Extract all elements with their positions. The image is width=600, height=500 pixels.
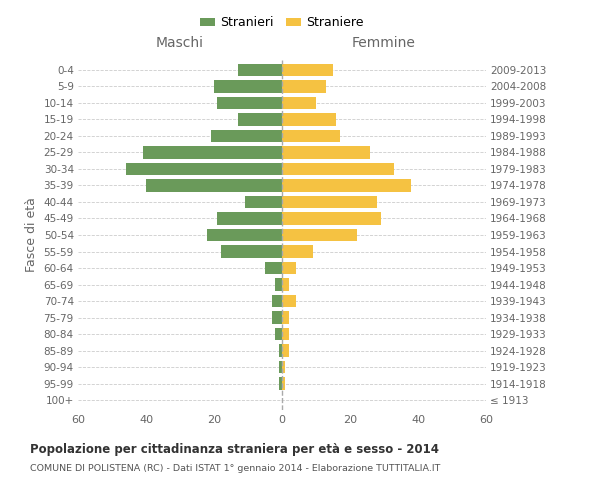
- Bar: [282, 130, 340, 142]
- Bar: [125, 163, 282, 175]
- Bar: [272, 312, 282, 324]
- Bar: [217, 96, 282, 109]
- Bar: [282, 312, 289, 324]
- Bar: [282, 80, 326, 92]
- Bar: [282, 262, 296, 274]
- Bar: [282, 295, 296, 307]
- Bar: [146, 180, 282, 192]
- Bar: [282, 163, 394, 175]
- Bar: [275, 328, 282, 340]
- Bar: [282, 361, 286, 374]
- Bar: [282, 229, 357, 241]
- Bar: [245, 196, 282, 208]
- Bar: [282, 278, 289, 290]
- Text: Popolazione per cittadinanza straniera per età e sesso - 2014: Popolazione per cittadinanza straniera p…: [30, 442, 439, 456]
- Legend: Stranieri, Straniere: Stranieri, Straniere: [195, 11, 369, 34]
- Y-axis label: Fasce di età: Fasce di età: [25, 198, 38, 272]
- Bar: [278, 361, 282, 374]
- Bar: [282, 196, 377, 208]
- Bar: [282, 378, 286, 390]
- Bar: [282, 246, 313, 258]
- Bar: [282, 212, 380, 224]
- Bar: [221, 246, 282, 258]
- Bar: [282, 344, 289, 357]
- Bar: [207, 229, 282, 241]
- Bar: [282, 146, 370, 158]
- Bar: [214, 80, 282, 92]
- Bar: [282, 180, 411, 192]
- Bar: [282, 113, 337, 126]
- Bar: [217, 212, 282, 224]
- Bar: [275, 278, 282, 290]
- Text: Maschi: Maschi: [156, 36, 204, 50]
- Bar: [278, 344, 282, 357]
- Bar: [278, 378, 282, 390]
- Bar: [238, 64, 282, 76]
- Bar: [282, 96, 316, 109]
- Bar: [238, 113, 282, 126]
- Bar: [272, 295, 282, 307]
- Text: Femmine: Femmine: [352, 36, 416, 50]
- Text: COMUNE DI POLISTENA (RC) - Dati ISTAT 1° gennaio 2014 - Elaborazione TUTTITALIA.: COMUNE DI POLISTENA (RC) - Dati ISTAT 1°…: [30, 464, 440, 473]
- Bar: [265, 262, 282, 274]
- Bar: [143, 146, 282, 158]
- Bar: [282, 64, 333, 76]
- Bar: [282, 328, 289, 340]
- Bar: [211, 130, 282, 142]
